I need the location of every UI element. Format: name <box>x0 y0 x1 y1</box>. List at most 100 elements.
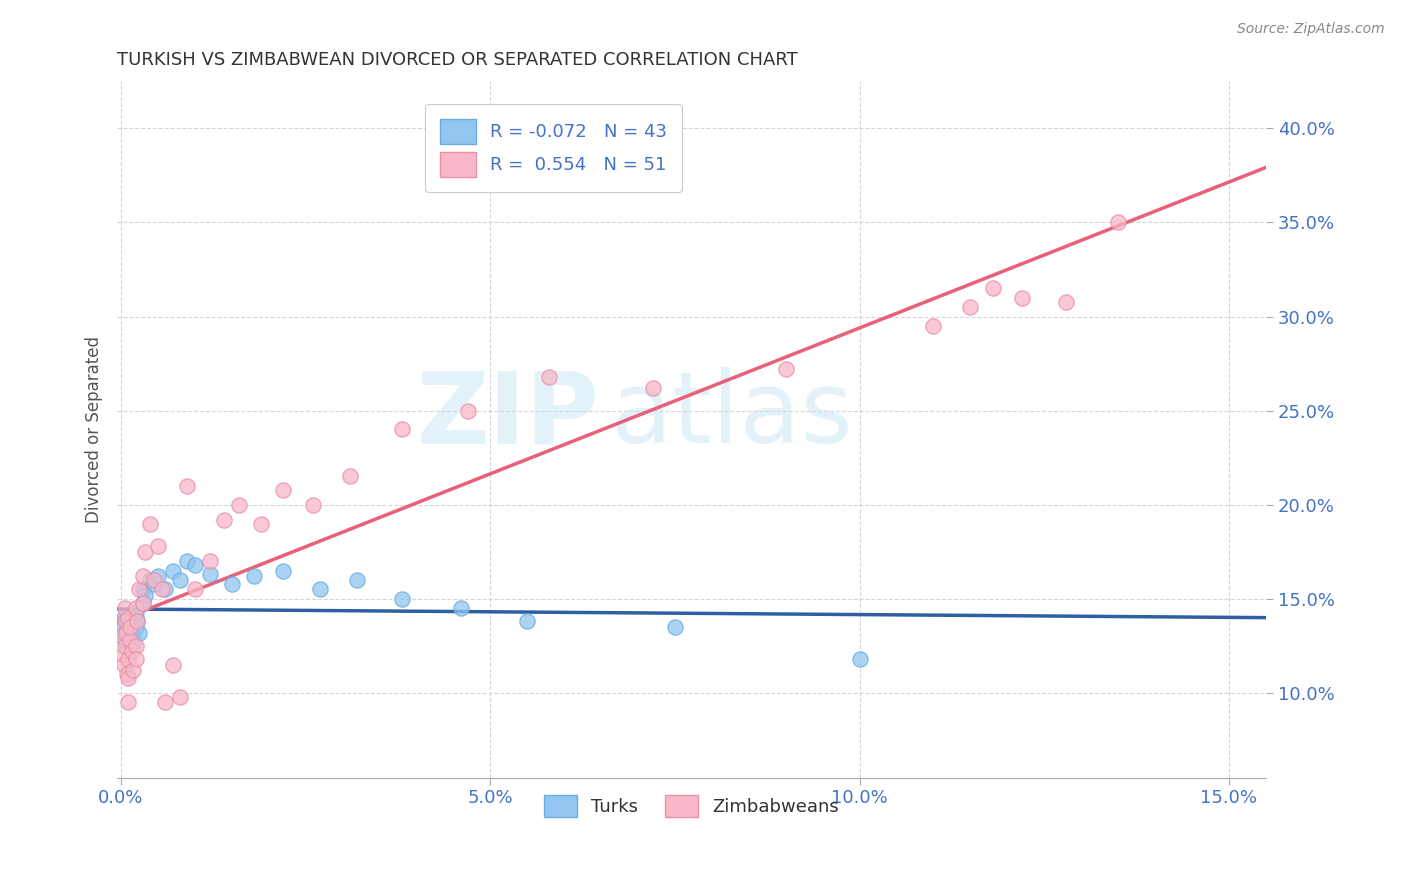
Point <box>1107 215 1129 229</box>
Point <box>146 569 169 583</box>
Point <box>391 422 413 436</box>
Point <box>538 369 561 384</box>
Legend: Turks, Zimbabweans: Turks, Zimbabweans <box>537 788 846 824</box>
Y-axis label: Divorced or Separated: Divorced or Separated <box>86 336 103 523</box>
Point <box>516 615 538 629</box>
Point <box>132 596 155 610</box>
Point <box>117 618 139 632</box>
Point <box>122 629 145 643</box>
Point <box>198 554 221 568</box>
Point <box>1011 291 1033 305</box>
Point <box>169 690 191 704</box>
Point <box>114 601 136 615</box>
Point <box>641 381 664 395</box>
Point <box>139 516 162 531</box>
Point <box>112 648 135 663</box>
Point <box>120 622 142 636</box>
Point <box>124 652 146 666</box>
Text: ZIP: ZIP <box>416 367 599 464</box>
Point <box>221 576 243 591</box>
Point <box>117 610 139 624</box>
Point <box>250 516 273 531</box>
Point <box>121 644 143 658</box>
Point <box>127 615 149 629</box>
Point <box>121 663 143 677</box>
Point <box>339 469 361 483</box>
Point <box>132 582 155 597</box>
Point <box>117 624 139 638</box>
Point <box>457 403 479 417</box>
Point <box>132 569 155 583</box>
Point <box>162 657 184 672</box>
Point <box>117 695 139 709</box>
Point <box>176 479 198 493</box>
Point <box>114 615 136 629</box>
Point <box>132 596 155 610</box>
Point <box>391 591 413 606</box>
Point <box>124 605 146 619</box>
Point <box>114 639 136 653</box>
Point <box>112 620 135 634</box>
Text: Source: ZipAtlas.com: Source: ZipAtlas.com <box>1237 22 1385 37</box>
Point <box>184 582 207 597</box>
Point <box>153 695 176 709</box>
Point <box>775 362 797 376</box>
Point <box>309 582 332 597</box>
Point <box>228 498 250 512</box>
Point <box>120 620 142 634</box>
Point <box>112 610 135 624</box>
Point <box>115 625 138 640</box>
Point <box>134 588 156 602</box>
Point <box>153 582 176 597</box>
Point <box>176 554 198 568</box>
Point <box>115 667 138 681</box>
Point <box>981 281 1004 295</box>
Point <box>117 652 139 666</box>
Point <box>117 671 139 685</box>
Point <box>128 625 150 640</box>
Point <box>115 639 138 653</box>
Point <box>273 564 295 578</box>
Point <box>450 601 472 615</box>
Point <box>162 564 184 578</box>
Point <box>124 639 146 653</box>
Point <box>117 635 139 649</box>
Point <box>124 610 146 624</box>
Point <box>959 300 981 314</box>
Point <box>848 652 870 666</box>
Point <box>150 582 173 597</box>
Point <box>120 632 142 646</box>
Point <box>143 576 166 591</box>
Point <box>273 483 295 497</box>
Point <box>302 498 325 512</box>
Point <box>214 513 236 527</box>
Point <box>169 573 191 587</box>
Point <box>115 615 138 629</box>
Point <box>1054 294 1077 309</box>
Point <box>134 545 156 559</box>
Point <box>118 627 141 641</box>
Point <box>146 539 169 553</box>
Point <box>121 637 143 651</box>
Point <box>124 620 146 634</box>
Point <box>128 582 150 597</box>
Point <box>346 573 368 587</box>
Point <box>664 620 686 634</box>
Text: atlas: atlas <box>612 367 852 464</box>
Point <box>121 616 143 631</box>
Point <box>143 573 166 587</box>
Point <box>184 558 207 572</box>
Point <box>243 569 266 583</box>
Point <box>111 629 134 643</box>
Point <box>922 318 945 333</box>
Point <box>111 629 134 643</box>
Point <box>114 625 136 640</box>
Point <box>198 567 221 582</box>
Point <box>112 657 135 672</box>
Point <box>124 601 146 615</box>
Text: TURKISH VS ZIMBABWEAN DIVORCED OR SEPARATED CORRELATION CHART: TURKISH VS ZIMBABWEAN DIVORCED OR SEPARA… <box>117 51 799 69</box>
Point <box>139 573 162 587</box>
Point <box>118 633 141 648</box>
Point <box>114 633 136 648</box>
Point <box>127 615 149 629</box>
